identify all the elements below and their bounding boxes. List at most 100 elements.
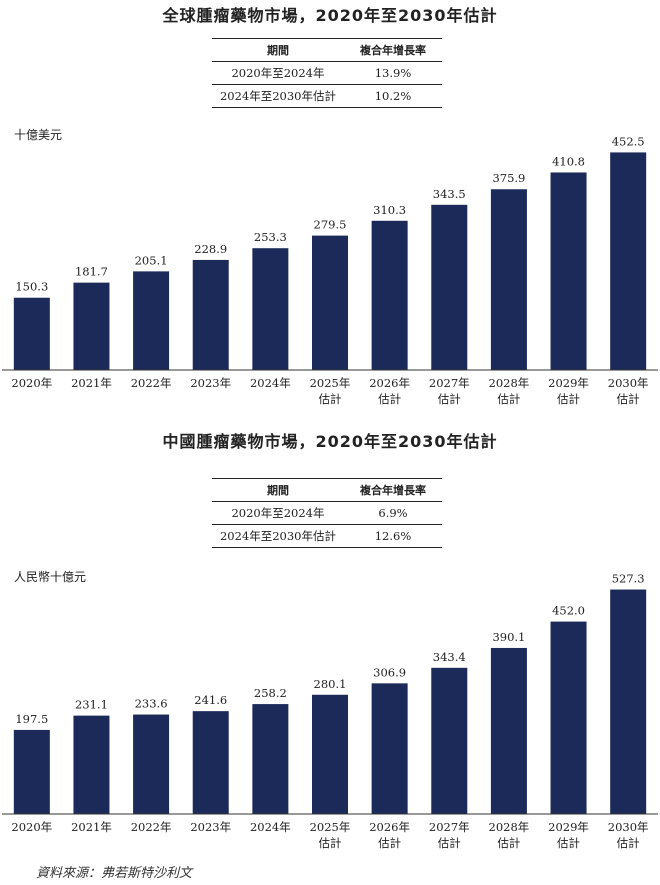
bar-1: [73, 282, 110, 370]
tick-label-6: 2026年: [369, 376, 410, 390]
tick-label-7: 2027年: [429, 376, 470, 390]
tick-label-6-line2: 估計: [378, 392, 401, 406]
tick-label-10-line2: 估計: [617, 836, 640, 850]
tick-label-0: 2020年: [11, 820, 52, 834]
tick-label-10-line2: 估計: [617, 392, 640, 406]
global-unit-label: 十億美元: [14, 128, 63, 142]
bar-0: [13, 297, 50, 370]
bar-9: [550, 621, 587, 814]
data-label-9: 410.8: [552, 154, 585, 168]
cagr-period-cell: 2020年至2024年: [212, 61, 344, 85]
bar-8: [490, 189, 527, 370]
data-label-1: 231.1: [75, 698, 108, 712]
table-row: 2024年至2030年估計 12.6%: [212, 524, 442, 548]
data-label-1: 181.7: [75, 265, 108, 279]
bar-8: [490, 647, 527, 814]
cagr-rate-cell: 12.6%: [344, 524, 442, 548]
data-label-8: 390.1: [492, 630, 525, 644]
global-cagr-table: 期間 複合年增長率 2020年至2024年 13.9% 2024年至2030年估…: [212, 38, 442, 108]
bar-2: [133, 271, 170, 370]
tick-label-2: 2022年: [131, 376, 172, 390]
cagr-rate-cell: 10.2%: [344, 84, 442, 108]
tick-label-4: 2024年: [250, 376, 291, 390]
data-label-4: 258.2: [254, 686, 287, 700]
bar-10: [610, 152, 647, 370]
data-label-4: 253.3: [254, 230, 287, 244]
bar-7: [431, 204, 468, 370]
table-row: 2020年至2024年 6.9%: [212, 501, 442, 525]
tick-label-5: 2025年: [310, 376, 351, 390]
tick-label-10: 2030年: [608, 820, 649, 834]
data-label-7: 343.5: [433, 187, 466, 201]
cagr-header-rate: 複合年增長率: [344, 38, 442, 62]
cagr-period-cell: 2020年至2024年: [212, 501, 344, 525]
global-chart-title: 全球腫瘤藥物市場，2020年至2030年估計: [162, 6, 498, 25]
bar-0: [13, 729, 50, 814]
tick-label-5-line2: 估計: [319, 392, 342, 406]
cagr-header-period: 期間: [212, 478, 344, 502]
bar-3: [192, 711, 229, 814]
tick-label-0: 2020年: [11, 376, 52, 390]
tick-label-6-line2: 估計: [378, 836, 401, 850]
bar-2: [133, 714, 170, 814]
tick-label-5-line2: 估計: [319, 836, 342, 850]
tick-label-8-line2: 估計: [497, 392, 520, 406]
data-label-10: 452.5: [612, 134, 645, 148]
tick-label-2: 2022年: [131, 820, 172, 834]
global-chart: 150.3 2020年 181.7 2021年 205.1 2022年 228.9 2023年…: [0, 0, 660, 420]
data-label-10: 527.3: [612, 572, 645, 586]
tick-label-6: 2026年: [369, 820, 410, 834]
tick-label-9: 2029年: [548, 820, 589, 834]
global-chart-svg: 150.3 2020年 181.7 2021年 205.1 2022年 228.9 2023年…: [2, 134, 658, 406]
data-label-2: 233.6: [135, 697, 168, 711]
data-label-5: 279.5: [314, 218, 347, 232]
data-label-5: 280.1: [314, 677, 347, 691]
tick-label-7-line2: 估計: [438, 836, 461, 850]
tick-label-1: 2021年: [71, 376, 112, 390]
tick-label-9: 2029年: [548, 376, 589, 390]
tick-label-8: 2028年: [489, 376, 530, 390]
data-label-2: 205.1: [135, 253, 168, 267]
china-chart-title: 中國腫瘤藥物市場，2020年至2030年估計: [162, 432, 498, 451]
tick-label-4: 2024年: [250, 820, 291, 834]
cagr-rate-cell: 6.9%: [344, 501, 442, 525]
data-label-0: 197.5: [15, 712, 48, 726]
tick-label-3: 2023年: [190, 376, 231, 390]
china-chart-svg: 197.5 2020年 231.1 2021年 233.6 2022年 241.6 2023年…: [2, 572, 658, 850]
tick-label-5: 2025年: [310, 820, 351, 834]
data-label-6: 310.3: [373, 203, 406, 217]
cagr-period-cell: 2024年至2030年估計: [212, 524, 344, 548]
source-note: 資料來源：弗若斯特沙利文: [36, 866, 193, 881]
table-row: 2020年至2024年 13.9%: [212, 61, 442, 85]
china-cagr-table: 期間 複合年增長率 2020年至2024年 6.9% 2024年至2030年估計…: [212, 478, 442, 548]
tick-label-9-line2: 估計: [557, 836, 580, 850]
data-label-7: 343.4: [433, 650, 466, 664]
bar-9: [550, 172, 587, 370]
data-label-9: 452.0: [552, 604, 585, 618]
table-row: 2024年至2030年估計 10.2%: [212, 84, 442, 108]
cagr-period-cell: 2024年至2030年估計: [212, 84, 344, 108]
tick-label-9-line2: 估計: [557, 392, 580, 406]
bar-7: [431, 667, 468, 814]
china-chart: 197.5 2020年 231.1 2021年 233.6 2022年 241.6 2023年…: [0, 420, 660, 860]
data-label-0: 150.3: [15, 280, 48, 294]
bar-6: [371, 683, 408, 814]
tick-label-8: 2028年: [489, 820, 530, 834]
bar-6: [371, 220, 408, 370]
bar-5: [312, 235, 348, 370]
data-label-8: 375.9: [492, 171, 525, 185]
bar-10: [610, 589, 647, 814]
tick-label-1: 2021年: [71, 820, 112, 834]
bar-4: [252, 248, 289, 370]
tick-label-3: 2023年: [190, 820, 231, 834]
tick-label-7-line2: 估計: [438, 392, 461, 406]
bar-5: [312, 694, 348, 814]
china-unit-label: 人民幣十億元: [14, 570, 87, 584]
cagr-header-rate: 複合年增長率: [344, 478, 442, 502]
tick-label-10: 2030年: [608, 376, 649, 390]
tick-label-7: 2027年: [429, 820, 470, 834]
cagr-header-period: 期間: [212, 38, 344, 62]
bar-3: [192, 259, 229, 370]
cagr-rate-cell: 13.9%: [344, 61, 442, 85]
bar-4: [252, 704, 289, 814]
